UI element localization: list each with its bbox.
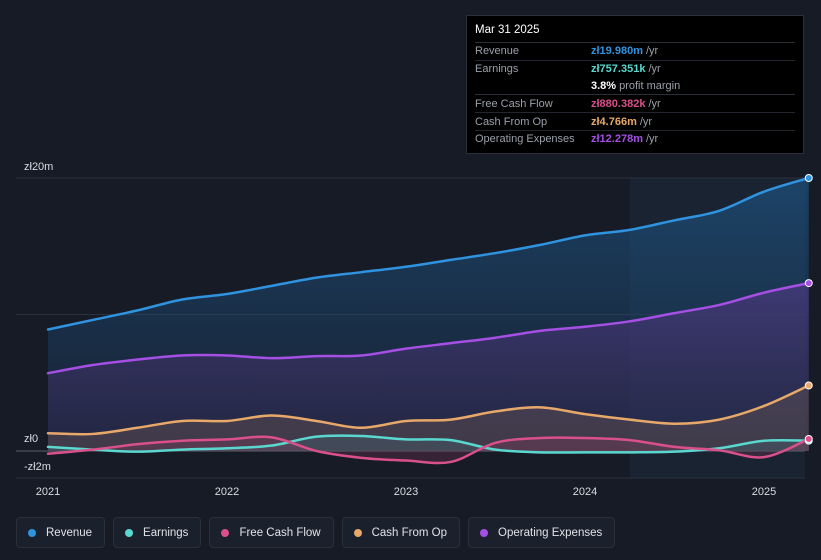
- tooltip-unit: /yr: [645, 45, 659, 58]
- x-tick-label-2021: 2021: [36, 486, 60, 498]
- legend-dot-icon: [125, 528, 134, 537]
- x-tick-label-2025: 2025: [752, 486, 776, 498]
- legend-dot-icon: [480, 528, 489, 537]
- tooltip-row-free-cash-flow: Free Cash Flow zł880.382k /yr: [475, 95, 795, 114]
- financial-chart: zł20m zł0 -zł2m 2021 2022 2023 2024 2025: [16, 161, 813, 498]
- tooltip-unit: /yr: [648, 63, 661, 76]
- series-area-free-cash-flow: [48, 436, 809, 464]
- tooltip-value: zł12.278m: [591, 133, 643, 146]
- legend-item-operating-expenses[interactable]: Operating Expenses: [468, 517, 616, 548]
- series-end-point-operating-expenses: [804, 279, 813, 288]
- y-tick-label-top: zł20m: [24, 161, 53, 173]
- tooltip-date: Mar 31 2025: [475, 24, 795, 43]
- series-end-point-free-cash-flow: [804, 434, 813, 443]
- series-area-cash-from-op: [48, 385, 809, 451]
- tooltip-row-cash-from-op: Cash From Op zł4.766m /yr: [475, 113, 795, 131]
- series-line-cash-from-op: [46, 384, 810, 436]
- legend-dot-icon: [353, 528, 362, 537]
- tooltip-row-earnings: Earnings zł757.351k /yr: [475, 61, 795, 78]
- series-line-earnings: [46, 434, 810, 454]
- tooltip-row-profit-margin: 3.8% profit margin: [475, 78, 795, 96]
- tooltip-value: zł880.382k: [591, 97, 646, 110]
- tooltip-label: Free Cash Flow: [475, 97, 553, 110]
- tooltip-row-operating-expenses: Operating Expenses zł12.278m /yr: [475, 131, 795, 148]
- legend-item-free-cash-flow[interactable]: Free Cash Flow: [209, 517, 334, 548]
- legend-label: Free Cash Flow: [239, 526, 321, 539]
- legend-label: Operating Expenses: [498, 526, 603, 539]
- profit-margin-value: 3.8%: [591, 79, 617, 92]
- tooltip-row-revenue: Revenue zł19.980m /yr: [475, 43, 795, 61]
- legend-label: Revenue: [46, 526, 93, 539]
- x-tick-label-2024: 2024: [573, 486, 597, 498]
- legend-label: Cash From Op: [371, 526, 448, 539]
- legend-label: Earnings: [143, 526, 189, 539]
- legend-item-cash-from-op[interactable]: Cash From Op: [341, 517, 461, 548]
- tooltip-unit: /yr: [648, 97, 661, 110]
- legend-dot-icon: [221, 528, 230, 537]
- legend-dot-icon: [28, 528, 36, 537]
- series-line-free-cash-flow: [46, 435, 810, 465]
- tooltip-value: zł19.980m: [591, 45, 643, 58]
- series-line-revenue: [46, 176, 810, 331]
- x-tick-label-2023: 2023: [394, 486, 418, 498]
- x-tick-label-2022: 2022: [215, 486, 239, 498]
- tooltip-unit: /yr: [645, 133, 659, 146]
- profit-margin-label: profit margin: [619, 79, 681, 92]
- series-line-operating-expenses: [46, 281, 810, 375]
- series-end-point-cash-from-op: [804, 381, 813, 390]
- data-tooltip: Mar 31 2025 Revenue zł19.980m /yr Earnin…: [466, 15, 804, 154]
- tooltip-value: zł4.766m: [591, 115, 637, 128]
- tooltip-label: Revenue: [475, 45, 520, 58]
- series-end-point-revenue: [804, 174, 813, 182]
- legend-item-earnings[interactable]: Earnings: [113, 517, 202, 548]
- tooltip-value: zł757.351k: [591, 63, 646, 76]
- y-tick-label-zero: zł0: [24, 433, 38, 445]
- legend-item-revenue[interactable]: Revenue: [16, 517, 106, 548]
- y-tick-label-bottom: -zł2m: [24, 461, 51, 473]
- tooltip-label: Operating Expenses: [475, 133, 575, 146]
- series-area-operating-expenses: [48, 283, 809, 451]
- chart-legend: Revenue Earnings Free Cash Flow Cash Fro…: [16, 517, 616, 548]
- tooltip-label: Earnings: [475, 63, 519, 76]
- tooltip-unit: /yr: [639, 115, 653, 128]
- tooltip-label: Cash From Op: [475, 115, 548, 128]
